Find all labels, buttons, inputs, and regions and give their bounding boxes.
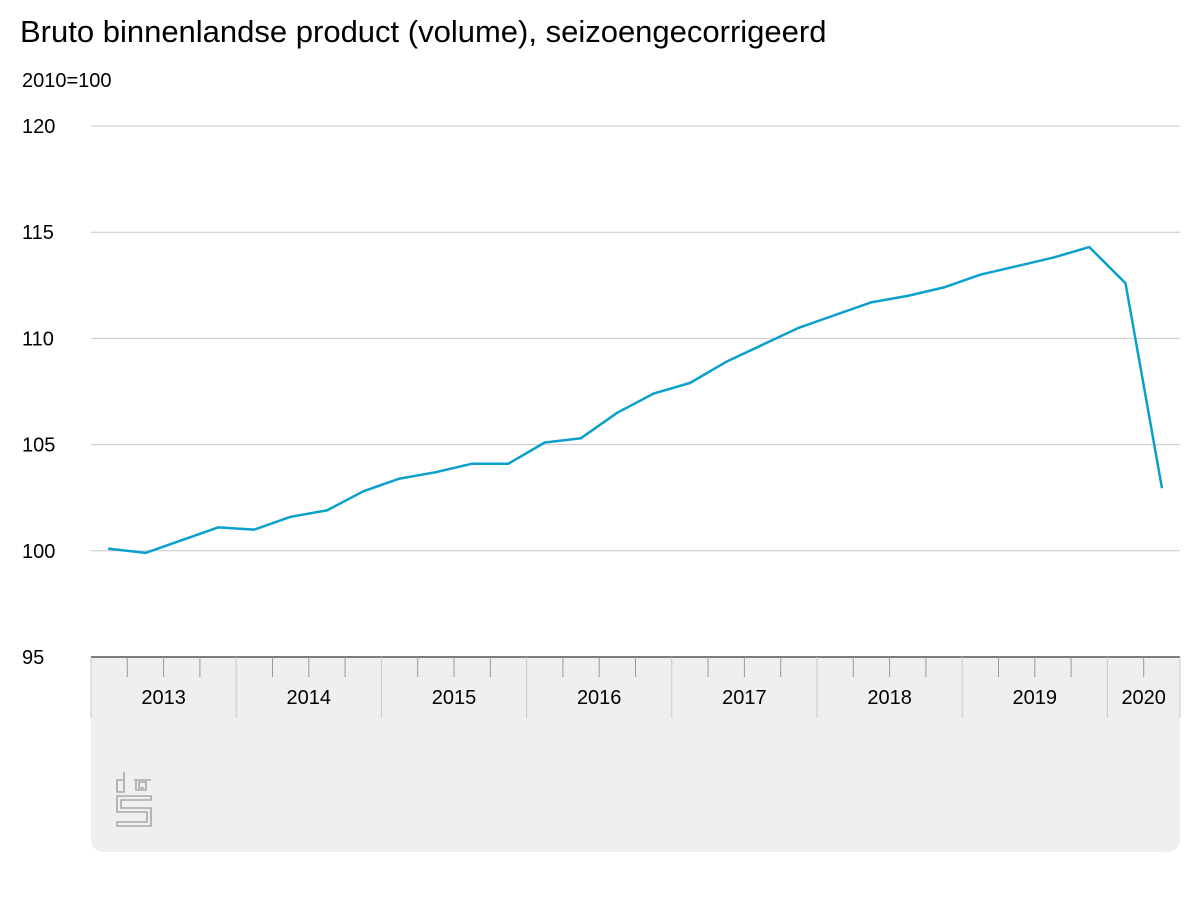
x-tick-label: 2014 <box>287 687 332 709</box>
data-point <box>1124 281 1127 285</box>
y-axis: 120 115 110 105 100 95 <box>22 116 55 669</box>
x-axis: 2013 2014 2015 2016 2017 2018 2019 2020 <box>90 656 1181 718</box>
data-point <box>688 381 692 385</box>
data-point <box>434 471 438 474</box>
data-point <box>906 294 909 298</box>
data-point <box>180 538 183 542</box>
data-point <box>579 437 583 440</box>
x-tick-label: 2020 <box>1121 687 1166 709</box>
data-point <box>979 273 982 276</box>
data-point <box>543 441 546 444</box>
series-line <box>107 245 1164 555</box>
data-point <box>616 411 619 414</box>
axis-band <box>91 657 1180 852</box>
series-group <box>107 245 1164 555</box>
data-point <box>652 392 655 395</box>
data-point <box>144 551 147 555</box>
data-point <box>1051 256 1055 259</box>
y-tick-label: 105 <box>22 435 55 457</box>
x-tick-label: 2013 <box>141 687 186 709</box>
data-point <box>1160 485 1164 489</box>
x-tick-label: 2018 <box>867 687 912 709</box>
data-point <box>870 301 873 304</box>
y-tick-label: 95 <box>22 647 44 669</box>
data-point <box>507 462 510 465</box>
data-point <box>470 462 474 465</box>
data-point <box>362 490 365 493</box>
data-point <box>289 515 292 519</box>
x-tick-label: 2015 <box>432 687 477 709</box>
cbs-logo-icon <box>116 772 152 827</box>
data-point <box>325 509 329 512</box>
chart-subtitle: 2010=100 <box>22 70 112 92</box>
data-point <box>253 528 256 531</box>
data-point <box>398 477 401 480</box>
data-point <box>761 343 764 346</box>
data-point <box>833 313 837 317</box>
data-point <box>1015 264 1018 268</box>
data-point <box>725 360 728 363</box>
chart-title: Bruto binnenlandse product (volume), sei… <box>20 14 827 49</box>
y-tick-label: 110 <box>22 328 54 350</box>
data-point <box>216 526 220 529</box>
x-tick-label: 2016 <box>577 687 622 709</box>
data-point <box>797 326 801 329</box>
data-point <box>1088 245 1091 249</box>
y-tick-label: 100 <box>22 541 55 563</box>
grid-lines <box>91 125 1180 552</box>
data-point <box>942 286 946 289</box>
x-tick-label: 2017 <box>722 687 767 709</box>
data-point <box>107 547 111 550</box>
y-tick-label: 115 <box>22 222 54 244</box>
y-tick-label: 120 <box>22 116 55 138</box>
x-tick-label: 2019 <box>1013 687 1058 709</box>
